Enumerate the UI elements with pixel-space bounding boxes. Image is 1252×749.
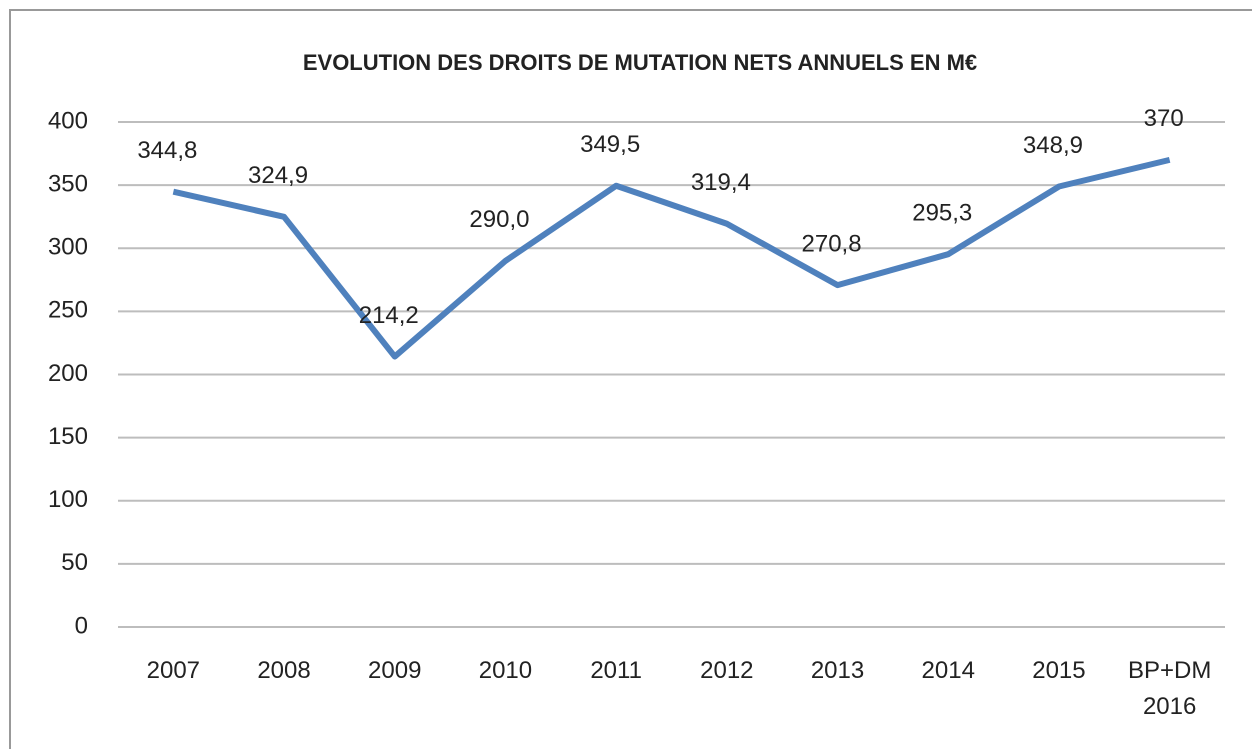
data-label: 295,3: [912, 200, 972, 227]
data-label: 319,4: [691, 169, 751, 196]
y-tick-label: 350: [48, 170, 88, 197]
x-tick-label: 2015: [1032, 657, 1086, 684]
data-label: 270,8: [802, 230, 862, 257]
x-tick-label: 2013: [810, 657, 865, 684]
x-tick-label: 2011: [590, 657, 642, 684]
y-tick-label: 300: [48, 234, 88, 261]
y-tick-label: 0: [75, 612, 88, 639]
data-label: 324,9: [248, 162, 308, 189]
y-tick-label: 50: [61, 549, 88, 576]
chart-title: EVOLUTION DES DROITS DE MUTATION NETS AN…: [303, 50, 977, 75]
x-tick-label: 2007: [146, 657, 201, 684]
data-label: 214,2: [359, 302, 419, 329]
x-tick-label: BP+DM 2016: [1127, 657, 1212, 720]
data-label: 290,0: [469, 206, 529, 233]
data-label: 370: [1144, 105, 1184, 132]
x-tick-label: 2010: [478, 657, 533, 684]
y-tick-label: 150: [48, 423, 88, 450]
data-label: 349,5: [580, 131, 640, 158]
data-label: 344,8: [137, 137, 197, 164]
x-tick-label: 2014: [921, 657, 975, 684]
x-tick-label: 2012: [700, 657, 754, 684]
y-tick-label: 250: [48, 297, 88, 324]
chart-border: [9, 9, 1252, 749]
y-tick-label: 400: [48, 107, 88, 134]
data-line: [172, 156, 1171, 360]
x-tick-label: 2009: [368, 657, 422, 684]
y-tick-label: 200: [48, 360, 88, 387]
data-label: 348,9: [1023, 132, 1083, 159]
y-tick-label: 100: [48, 486, 88, 513]
x-tick-label: 2008: [257, 657, 311, 684]
